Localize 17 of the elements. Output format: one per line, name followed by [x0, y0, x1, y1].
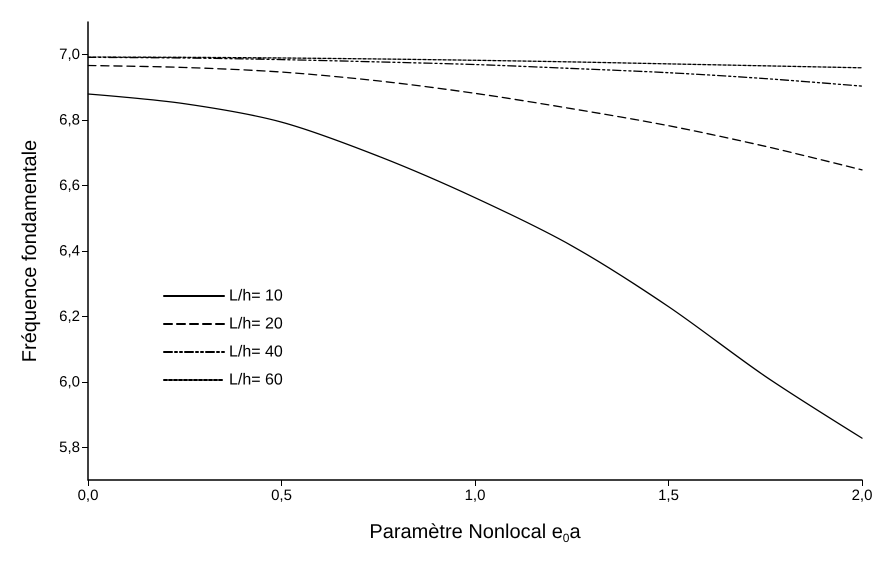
x-tick-label: 0,0: [78, 487, 98, 504]
x-tick-label: 2,0: [852, 487, 872, 504]
y-tick-label: 6,8: [59, 112, 80, 129]
y-tick-label: 6,6: [59, 177, 80, 194]
y-tick-label: 6,2: [59, 308, 80, 325]
y-tick-label: 6,4: [59, 242, 80, 260]
legend-label: L/h= 20: [229, 316, 283, 332]
legend-label: L/h= 10: [229, 288, 283, 304]
y-tick-label: 6,0: [59, 373, 80, 390]
x-tick-label: 1,5: [658, 487, 679, 504]
x-tick-label: 0,5: [271, 487, 292, 504]
y-tick-label: 7,0: [59, 46, 80, 64]
y-axis-title: Fréquence fondamentale: [19, 140, 41, 362]
legend-label: L/h= 60: [229, 372, 283, 388]
legend-label: L/h= 40: [229, 344, 283, 360]
x-tick-label: 1,0: [464, 487, 486, 504]
y-tick-label: 5,8: [59, 438, 80, 456]
